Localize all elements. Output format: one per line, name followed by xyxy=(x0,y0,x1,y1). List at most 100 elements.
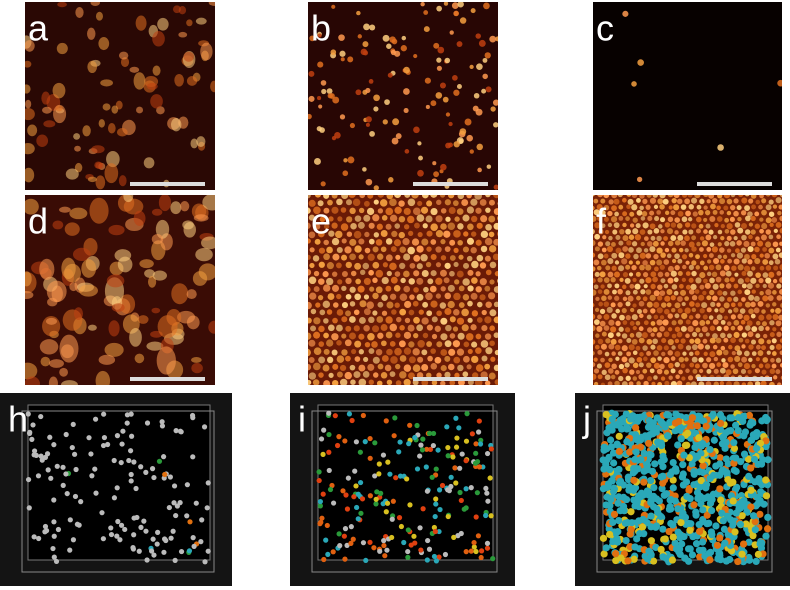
particle xyxy=(639,362,644,367)
particle xyxy=(695,338,701,344)
particle xyxy=(632,424,639,431)
particle xyxy=(413,301,419,307)
particle xyxy=(361,540,366,545)
particle xyxy=(747,381,753,387)
particle xyxy=(635,284,641,290)
particle xyxy=(303,349,311,357)
particle xyxy=(691,235,696,240)
particle xyxy=(751,242,756,247)
particle xyxy=(390,517,395,522)
particle xyxy=(71,537,76,542)
particle xyxy=(440,349,447,356)
particle xyxy=(734,273,738,277)
particle xyxy=(309,293,316,300)
particle xyxy=(349,333,356,340)
particle xyxy=(608,381,613,386)
particle xyxy=(675,374,680,379)
particle xyxy=(337,216,342,221)
particle xyxy=(668,313,673,318)
particle xyxy=(433,171,439,177)
particle xyxy=(618,376,623,381)
particle xyxy=(663,555,670,562)
particle xyxy=(594,382,598,386)
particle xyxy=(112,303,125,312)
particle xyxy=(681,376,685,380)
particle xyxy=(659,526,666,533)
particle xyxy=(633,535,640,542)
particle xyxy=(449,271,455,277)
particle xyxy=(337,355,345,363)
panel-label: h xyxy=(8,398,28,439)
particle xyxy=(657,356,662,361)
particle xyxy=(354,231,362,239)
particle xyxy=(493,100,499,106)
particle xyxy=(741,223,747,229)
particle xyxy=(435,278,442,285)
particle xyxy=(642,211,647,216)
particle xyxy=(674,505,681,512)
particle xyxy=(638,374,644,380)
particle xyxy=(590,362,595,367)
particle xyxy=(668,387,674,393)
particle xyxy=(761,345,766,350)
particle xyxy=(680,338,685,343)
particle xyxy=(644,320,649,325)
particle xyxy=(716,454,723,461)
particle xyxy=(24,61,32,68)
particle xyxy=(687,386,693,392)
particle xyxy=(760,266,765,271)
particle xyxy=(763,284,767,288)
particle xyxy=(724,316,728,320)
panel-image xyxy=(21,0,221,190)
particle xyxy=(187,519,192,524)
particle xyxy=(350,301,355,306)
particle xyxy=(51,442,56,447)
particle xyxy=(337,279,342,284)
particle xyxy=(170,201,181,214)
particle xyxy=(360,496,365,501)
particle xyxy=(373,94,380,101)
particle xyxy=(689,289,695,295)
particle xyxy=(376,471,381,476)
particle xyxy=(750,512,757,519)
particle xyxy=(450,255,456,261)
particle xyxy=(413,287,419,293)
particle xyxy=(392,415,397,420)
particle xyxy=(751,193,757,199)
particle xyxy=(305,223,311,229)
particle xyxy=(632,339,638,345)
particle xyxy=(760,501,767,508)
particle xyxy=(761,309,766,314)
particle xyxy=(453,293,460,300)
particle xyxy=(354,439,359,444)
particle xyxy=(731,265,736,270)
particle xyxy=(369,223,375,229)
particle xyxy=(143,470,148,475)
particle xyxy=(99,119,105,127)
particle xyxy=(484,286,490,292)
particle xyxy=(460,128,467,135)
particle xyxy=(665,211,669,215)
particle xyxy=(773,375,777,379)
particle xyxy=(123,190,133,202)
particle xyxy=(744,387,750,393)
particle xyxy=(469,65,473,69)
particle xyxy=(699,199,704,204)
particle xyxy=(598,302,603,307)
particle xyxy=(363,23,370,30)
particle xyxy=(654,216,659,221)
particle xyxy=(109,532,114,537)
particle xyxy=(714,223,718,227)
particle xyxy=(703,191,709,197)
particle xyxy=(308,340,315,347)
particle xyxy=(40,339,58,354)
particle xyxy=(48,476,53,481)
particle xyxy=(443,552,448,557)
particle xyxy=(647,512,654,519)
particle xyxy=(757,241,763,247)
particle xyxy=(430,208,437,215)
particle xyxy=(498,342,504,348)
particle xyxy=(590,192,595,197)
particle xyxy=(619,327,624,332)
particle xyxy=(355,279,361,285)
